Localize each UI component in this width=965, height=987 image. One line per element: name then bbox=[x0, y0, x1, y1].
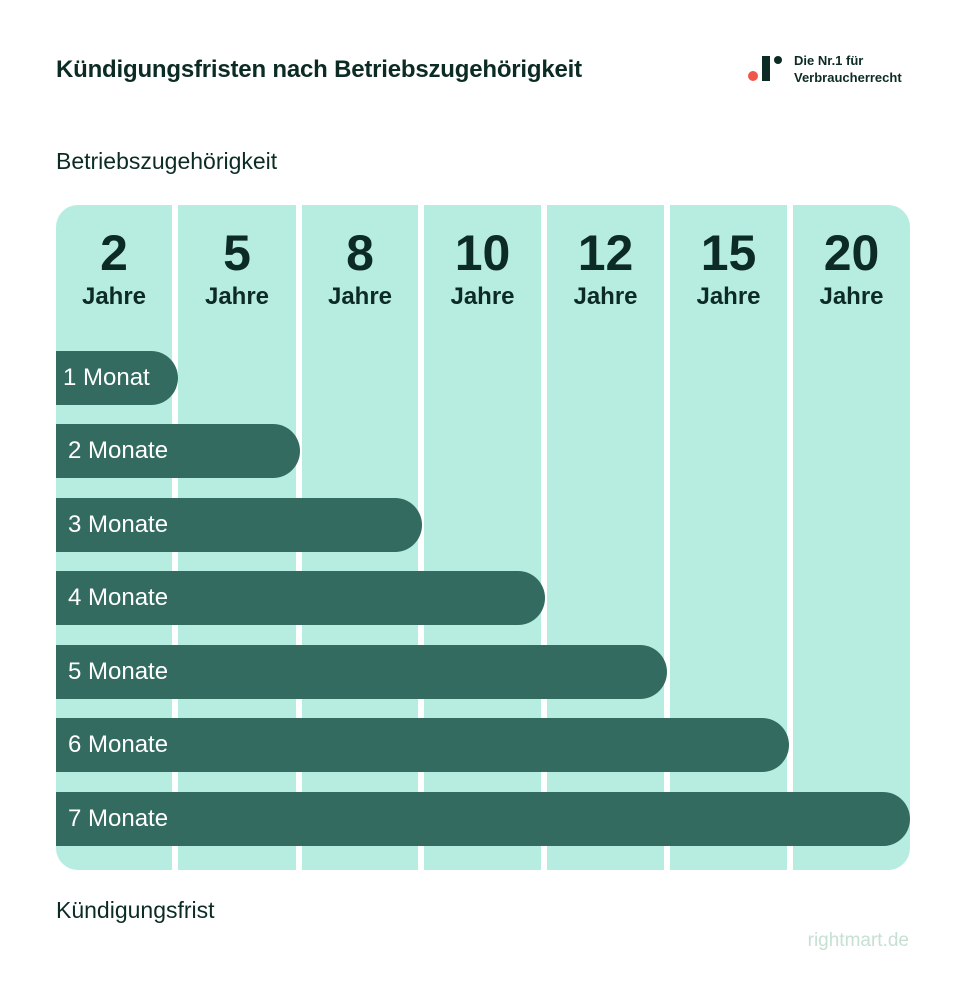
column-number: 2 bbox=[100, 225, 128, 281]
column-unit: Jahre bbox=[327, 283, 393, 310]
column-number: 10 bbox=[454, 225, 511, 281]
logo-bar-icon bbox=[762, 56, 770, 81]
chart-title: Kündigungsfristen nach Betriebszugehörig… bbox=[56, 56, 582, 83]
column-number: 5 bbox=[223, 225, 251, 281]
bar-label: 2 Monate bbox=[68, 437, 169, 464]
bar-label: 7 Monate bbox=[68, 805, 169, 832]
brand-logo: Die Nr.1 für Verbraucherrecht bbox=[747, 52, 917, 88]
bar-1-month: 1 Monat bbox=[56, 351, 178, 405]
bar-label: 4 Monate bbox=[68, 584, 169, 611]
logo-dot-icon bbox=[748, 71, 758, 81]
axis-label-seniority: Betriebszugehörigkeit bbox=[56, 148, 278, 174]
source-label: rightmart.de bbox=[807, 930, 909, 951]
bar-2-months: 2 Monate bbox=[56, 424, 300, 478]
column-unit: Jahre bbox=[81, 283, 147, 310]
bar-3-months: 3 Monate bbox=[56, 498, 422, 552]
column-unit: Jahre bbox=[204, 283, 270, 310]
axis-label-notice-period: Kündigungsfrist bbox=[56, 897, 215, 923]
logo-line-2: Verbraucherrecht bbox=[794, 70, 902, 85]
logo-text: Die Nr.1 für Verbraucherrecht bbox=[794, 52, 902, 86]
chart-area: 2 Jahre 5 Jahre 8 Jahre 10 Jahre 12 Jahr… bbox=[56, 205, 910, 870]
bar-label: 6 Monate bbox=[68, 731, 169, 758]
bar-label: 1 Monat bbox=[63, 364, 150, 391]
column-unit: Jahre bbox=[819, 283, 884, 310]
bar-label: 3 Monate bbox=[68, 511, 169, 538]
bar-5-months: 5 Monate bbox=[56, 645, 667, 699]
column-number: 15 bbox=[700, 225, 757, 281]
column-20-years: 20 Jahre bbox=[793, 205, 910, 870]
column-unit: Jahre bbox=[573, 283, 638, 310]
logo-line-1: Die Nr.1 für bbox=[794, 53, 864, 68]
logo-dot-dark-icon bbox=[774, 56, 782, 64]
bar-4-months: 4 Monate bbox=[56, 571, 545, 625]
bar-label: 5 Monate bbox=[68, 658, 169, 685]
bar-6-months: 6 Monate bbox=[56, 718, 789, 772]
column-number: 12 bbox=[577, 225, 634, 281]
column-unit: Jahre bbox=[450, 283, 515, 310]
column-unit: Jahre bbox=[696, 283, 761, 310]
column-number: 20 bbox=[823, 225, 880, 281]
bar-7-months: 7 Monate bbox=[56, 792, 910, 846]
column-number: 8 bbox=[346, 225, 374, 281]
